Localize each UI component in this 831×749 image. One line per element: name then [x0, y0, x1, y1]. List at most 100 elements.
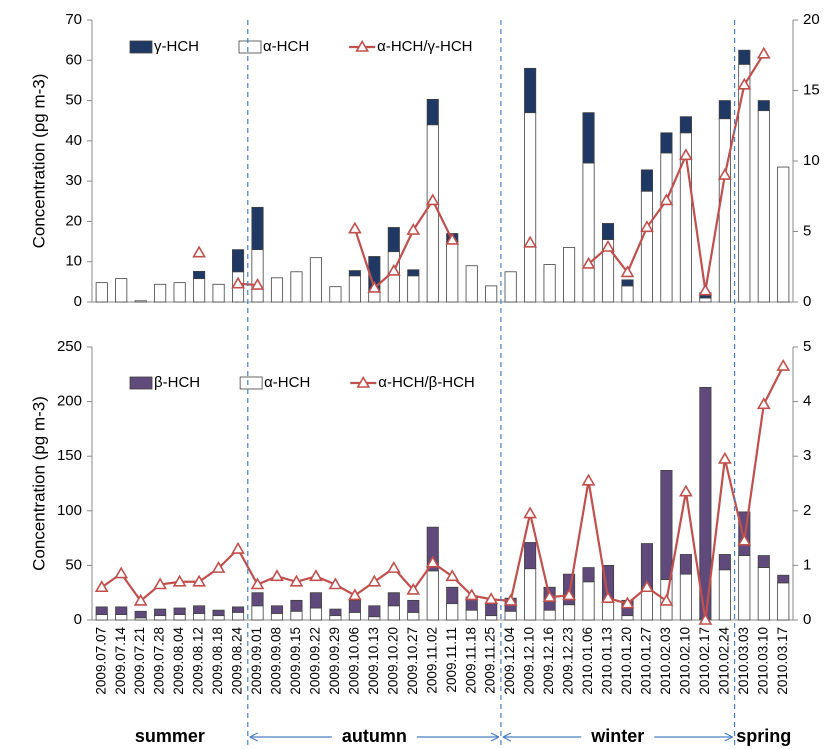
bar — [348, 599, 361, 613]
bar — [348, 275, 361, 303]
bar — [173, 607, 186, 615]
y-tick-label: 20 — [65, 212, 82, 229]
bar — [621, 279, 634, 287]
bar — [699, 297, 712, 303]
x-tick-label: 2009.12.23 — [561, 627, 576, 695]
legend-swatch — [238, 40, 262, 54]
bar — [621, 285, 634, 303]
marker — [464, 588, 479, 601]
x-tick-label: 2009.07.21 — [132, 627, 147, 695]
bar — [212, 609, 225, 617]
bar — [270, 605, 284, 614]
bar — [134, 610, 147, 619]
bar — [154, 615, 167, 621]
bar — [154, 608, 167, 617]
marker — [211, 561, 226, 573]
bar — [582, 567, 595, 583]
bar — [231, 611, 245, 621]
bar — [329, 608, 342, 617]
marker — [153, 577, 168, 590]
x-tick-label: 2009.08.12 — [191, 627, 206, 695]
y-tick-label: 150 — [57, 447, 82, 464]
marker — [717, 451, 732, 464]
bar — [251, 592, 264, 607]
bar — [348, 611, 361, 621]
arrow-head — [249, 732, 259, 742]
x-tick-label: 2009.11.25 — [483, 627, 498, 694]
marker — [698, 283, 713, 296]
bar — [485, 285, 498, 303]
x-tick-label: 2010.01.20 — [619, 627, 634, 695]
x-tick-label: 2009.07.28 — [152, 627, 167, 695]
bar — [329, 286, 342, 303]
marker — [601, 239, 615, 252]
marker — [192, 245, 206, 258]
bar — [193, 278, 206, 303]
marker — [562, 588, 576, 601]
bar — [718, 100, 731, 120]
marker — [542, 589, 557, 602]
marker — [425, 555, 440, 568]
y2-tick-label: 4 — [803, 393, 811, 410]
bar — [387, 592, 400, 607]
bar — [524, 67, 537, 114]
bar — [660, 469, 673, 580]
bar — [173, 614, 186, 621]
bar — [270, 277, 284, 303]
marker — [386, 263, 401, 276]
bar — [212, 615, 225, 621]
legend-label: β-HCH — [154, 374, 200, 391]
x-tick-label: 2009.08.18 — [210, 627, 225, 695]
legend-label: α-HCH/γ-HCH — [377, 38, 472, 55]
bar — [446, 586, 459, 605]
x-tick-label: 2009.10.27 — [405, 627, 420, 695]
marker — [309, 569, 323, 582]
legend-swatch — [239, 376, 263, 390]
bar — [368, 291, 381, 303]
marker — [581, 256, 596, 269]
marker — [250, 577, 265, 590]
bar — [95, 282, 108, 303]
marker — [717, 168, 732, 180]
x-tick-label: 2009.07.07 — [93, 627, 108, 695]
x-tick-label: 2009.09.15 — [288, 627, 303, 695]
bar — [446, 603, 459, 621]
bar — [173, 282, 186, 303]
bar — [718, 554, 731, 571]
x-tick-label: 2009.10.06 — [346, 627, 361, 695]
bar — [231, 249, 245, 273]
bar — [660, 152, 673, 303]
y-tick-label: 250 — [57, 338, 82, 355]
y-tick-label: 60 — [65, 51, 82, 68]
y2-tick-label: 1 — [803, 556, 811, 573]
y-tick-label: 100 — [57, 502, 82, 519]
y-tick-label: 50 — [65, 92, 82, 109]
bar — [329, 615, 342, 621]
x-tick-label: 2009.11.18 — [463, 627, 478, 694]
bar — [504, 610, 517, 621]
bar — [738, 49, 751, 65]
bar — [309, 592, 322, 609]
marker — [620, 265, 635, 278]
bar — [640, 589, 654, 621]
x-tick-label: 2010.03.10 — [755, 627, 770, 695]
marker — [94, 580, 109, 593]
bar — [95, 606, 108, 615]
marker — [679, 484, 693, 497]
bar — [563, 604, 576, 621]
x-tick-label: 2010.02.24 — [716, 627, 731, 695]
bar — [368, 605, 381, 618]
bar — [524, 542, 537, 570]
marker — [367, 280, 382, 293]
bar — [407, 269, 420, 277]
legend-swatch — [355, 39, 370, 52]
marker — [679, 148, 693, 161]
marker — [620, 596, 635, 609]
marker — [659, 193, 674, 206]
y-tick-label: 40 — [65, 132, 82, 149]
marker — [756, 397, 771, 410]
bar — [777, 574, 790, 584]
y-axis-title: Concentration (pg m-3) — [29, 396, 48, 571]
bar — [640, 190, 654, 303]
marker — [523, 235, 538, 248]
